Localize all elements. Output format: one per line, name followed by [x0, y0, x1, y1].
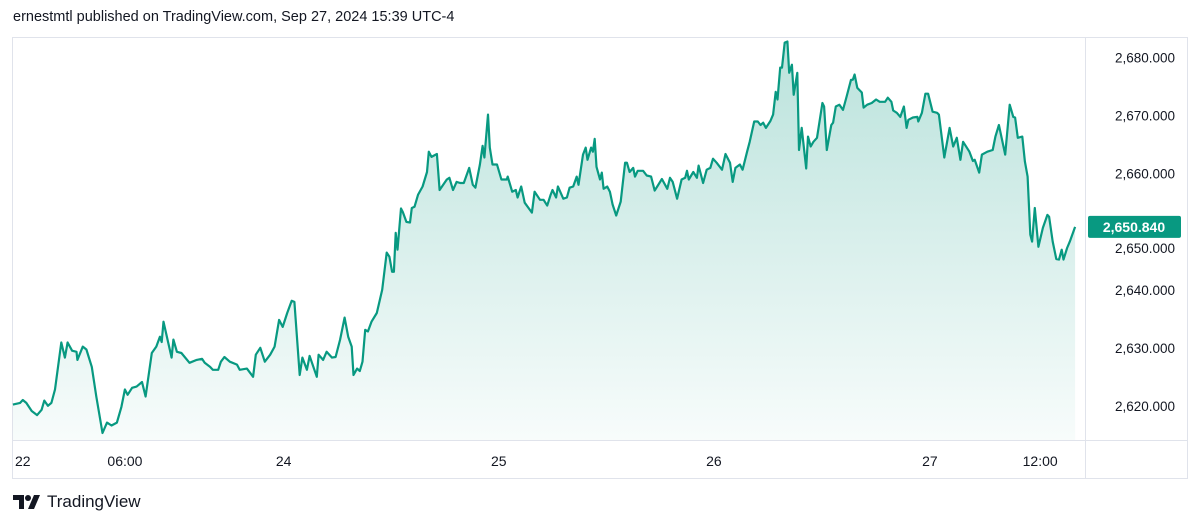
- price-tick-label: 2,650.000: [1115, 241, 1175, 256]
- price-axis[interactable]: 2,680.000 2,670.000 2,660.000 2,650.000 2,64…: [1115, 51, 1175, 414]
- price-tick-label: 2,670.000: [1115, 109, 1175, 124]
- time-tick-label: 22: [15, 453, 31, 469]
- time-tick-label: 26: [706, 453, 722, 469]
- time-tick-label: 25: [491, 453, 507, 469]
- price-tick-label: 2,620.000: [1115, 399, 1175, 414]
- price-tick-label: 2,640.000: [1115, 283, 1175, 298]
- last-price-badge-bg: [1088, 215, 1181, 238]
- tradingview-brand: TradingView: [47, 492, 141, 511]
- last-price-badge: 2,650.840: [1088, 215, 1181, 238]
- price-tick-label: 2,630.000: [1115, 341, 1175, 356]
- price-line[interactable]: [12, 40, 1077, 435]
- last-price-label: 2,650.840: [1103, 219, 1165, 235]
- price-area-fill: [12, 41, 1076, 440]
- time-axis[interactable]: 22 06:00 24 25 26 27 12:00: [15, 453, 1058, 469]
- time-tick-label: 24: [276, 453, 292, 469]
- publish-attribution: ernestmtl published on TradingView.com, …: [13, 9, 455, 25]
- chart-frame: [12, 37, 1188, 479]
- time-tick-label: 12:00: [1023, 453, 1058, 469]
- tradingview-logo-icon: [13, 495, 40, 509]
- price-tick-label: 2,660.000: [1115, 167, 1175, 182]
- tradingview-footer[interactable]: TradingView: [13, 492, 141, 512]
- price-tick-label: 2,680.000: [1115, 51, 1175, 66]
- time-tick-label: 06:00: [107, 453, 142, 469]
- time-tick-label: 27: [922, 453, 938, 469]
